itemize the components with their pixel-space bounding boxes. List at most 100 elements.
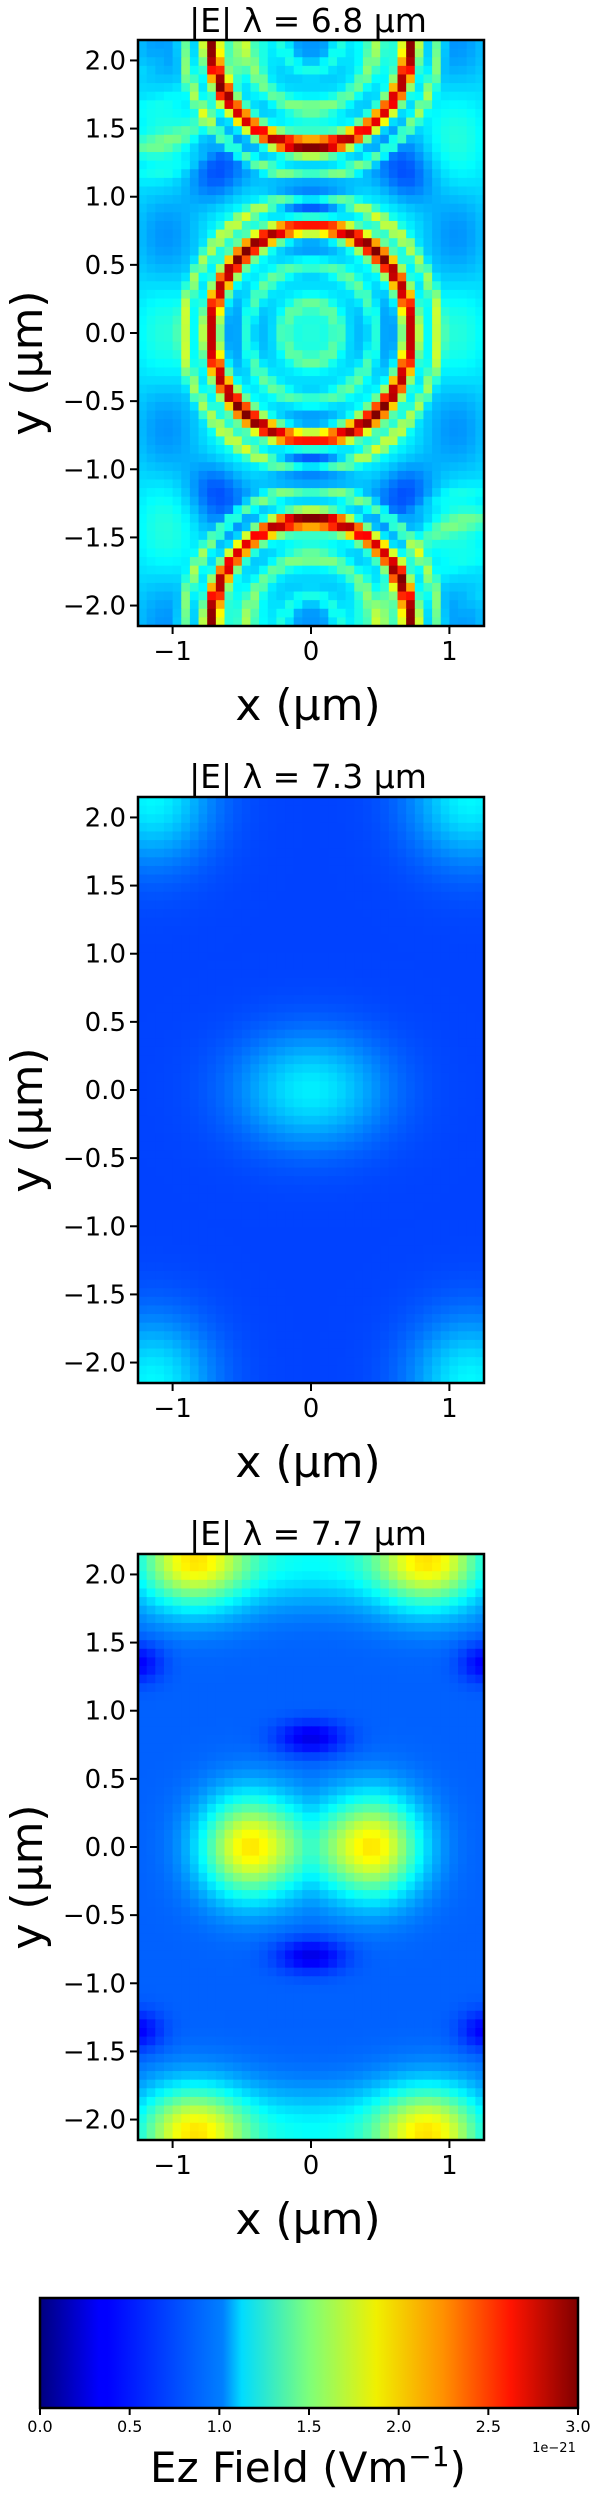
- heatmap-cell: [163, 401, 174, 412]
- heatmap-cell: [432, 315, 442, 325]
- heatmap-cell: [388, 1253, 399, 1263]
- heatmap-cell: [319, 289, 329, 300]
- heatmap-cell: [285, 496, 295, 506]
- heatmap-cell: [362, 117, 373, 127]
- heatmap-cell: [233, 324, 243, 334]
- heatmap-cell: [163, 333, 174, 343]
- heatmap-cell: [138, 1098, 148, 1108]
- heatmap-cell: [233, 281, 243, 291]
- heatmap-cell: [380, 177, 390, 188]
- heatmap-cell: [198, 427, 208, 438]
- heatmap-cell: [328, 470, 338, 481]
- heatmap-cell: [311, 883, 321, 893]
- heatmap-cell: [380, 522, 390, 532]
- heatmap-cell: [224, 840, 234, 850]
- heatmap-cell: [406, 1064, 416, 1074]
- heatmap-cell: [250, 969, 260, 979]
- heatmap-cell: [276, 470, 286, 481]
- heatmap-cell: [285, 48, 295, 58]
- heatmap-cell: [138, 83, 148, 93]
- heatmap-cell: [233, 74, 243, 84]
- heatmap-cell: [319, 1038, 329, 1048]
- heatmap-cell: [406, 565, 416, 575]
- heatmap-cell: [138, 1124, 148, 1134]
- heatmap-cell: [250, 393, 260, 403]
- heatmap-cell: [475, 1055, 485, 1065]
- heatmap-cell: [215, 152, 226, 162]
- heatmap-cell: [371, 57, 381, 67]
- heatmap-cell: [250, 548, 260, 558]
- heatmap-cell: [311, 1262, 321, 1272]
- heatmap-cell: [466, 1072, 476, 1082]
- heatmap-cell: [163, 1141, 174, 1151]
- heatmap-cell: [163, 65, 174, 76]
- heatmap-cell: [336, 1090, 347, 1100]
- heatmap-cell: [345, 505, 355, 515]
- heatmap-cell: [224, 969, 234, 979]
- heatmap-cell: [449, 1236, 459, 1246]
- heatmap-cell: [233, 617, 243, 627]
- heatmap-cell: [241, 814, 252, 824]
- heatmap-cell: [380, 909, 390, 919]
- heatmap-cell: [423, 195, 433, 205]
- heatmap-cell: [440, 1055, 450, 1065]
- heatmap-cell: [336, 805, 347, 815]
- heatmap-cell: [285, 1184, 295, 1195]
- heatmap-cell: [345, 1202, 355, 1212]
- heatmap-cell: [336, 255, 347, 265]
- heatmap-cell: [397, 1055, 407, 1065]
- heatmap-cell: [241, 324, 252, 334]
- heatmap-cell: [397, 488, 407, 498]
- heatmap-cell: [328, 1115, 338, 1126]
- heatmap-cell: [215, 488, 226, 498]
- heatmap-cell: [259, 600, 269, 610]
- heatmap-cell: [207, 883, 217, 893]
- heatmap-cell: [354, 600, 364, 610]
- heatmap-cell: [146, 281, 156, 291]
- heatmap-cell: [293, 1115, 303, 1126]
- heatmap-cell: [215, 212, 226, 222]
- heatmap-cell: [345, 1193, 355, 1203]
- heatmap-cell: [328, 1253, 338, 1263]
- heatmap-cell: [293, 1202, 303, 1212]
- heatmap-cell: [458, 401, 468, 412]
- heatmap-cell: [233, 255, 243, 265]
- heatmap-cell: [250, 857, 260, 867]
- heatmap-cell: [138, 195, 148, 205]
- heatmap-cell: [198, 600, 208, 610]
- heatmap-cell: [449, 358, 459, 369]
- heatmap-cell: [146, 926, 156, 936]
- heatmap-cell: [224, 1003, 234, 1014]
- heatmap-cell: [475, 289, 485, 300]
- heatmap-cell: [207, 358, 217, 369]
- heatmap-cell: [163, 1055, 174, 1065]
- heatmap-cell: [233, 289, 243, 300]
- heatmap-cell: [345, 1124, 355, 1134]
- heatmap-cell: [449, 1253, 459, 1263]
- heatmap-cell: [259, 943, 269, 953]
- heatmap-cell: [319, 617, 329, 627]
- heatmap-cell: [414, 557, 425, 567]
- heatmap-cell: [302, 805, 312, 815]
- heatmap-cell: [466, 995, 476, 1005]
- heatmap-cell: [311, 169, 321, 179]
- heatmap-cell: [380, 1055, 390, 1065]
- heatmap-cell: [475, 1184, 485, 1195]
- heatmap-cell: [380, 986, 390, 996]
- heatmap-cell: [146, 874, 156, 884]
- heatmap-cell: [432, 367, 442, 377]
- heatmap-cell: [189, 436, 200, 446]
- heatmap-cell: [146, 307, 156, 317]
- heatmap-cell: [189, 281, 200, 291]
- heatmap-cell: [138, 453, 148, 463]
- heatmap-cell: [319, 557, 329, 567]
- heatmap-cell: [414, 1090, 425, 1100]
- heatmap-cell: [449, 513, 459, 524]
- heatmap-cell: [380, 513, 390, 524]
- heatmap-cell: [224, 857, 234, 867]
- heatmap-cell: [146, 1029, 156, 1039]
- heatmap-cell: [241, 453, 252, 463]
- heatmap-cell: [475, 479, 485, 489]
- heatmap-cell: [458, 57, 468, 67]
- heatmap-cell: [189, 177, 200, 188]
